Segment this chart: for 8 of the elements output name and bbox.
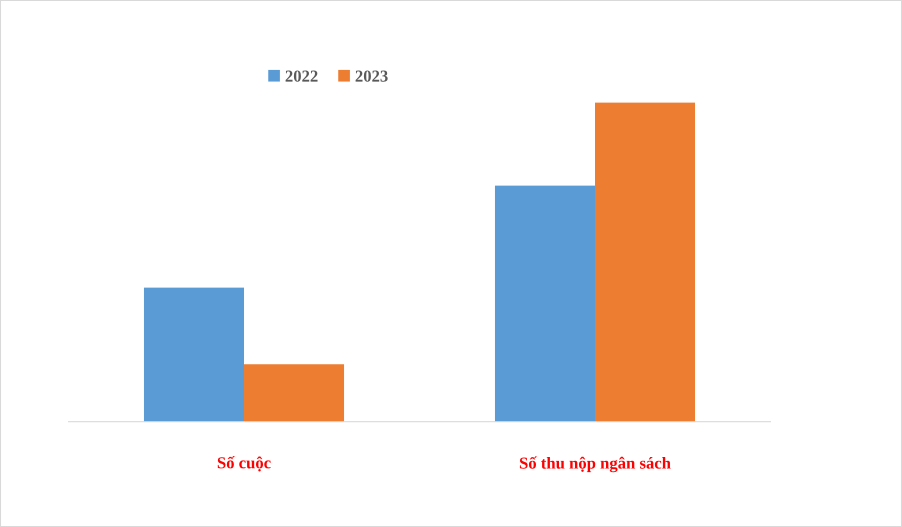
- bar: [144, 288, 244, 422]
- bar: [494, 186, 595, 422]
- x-tick-label: Số thu nộp ngân sách: [520, 456, 671, 472]
- bar: [244, 364, 344, 422]
- x-tick-label: Số cuộc: [218, 456, 271, 472]
- bar: [595, 102, 696, 422]
- legend-label: 2023: [356, 70, 388, 82]
- legend-label: 2022: [286, 70, 318, 82]
